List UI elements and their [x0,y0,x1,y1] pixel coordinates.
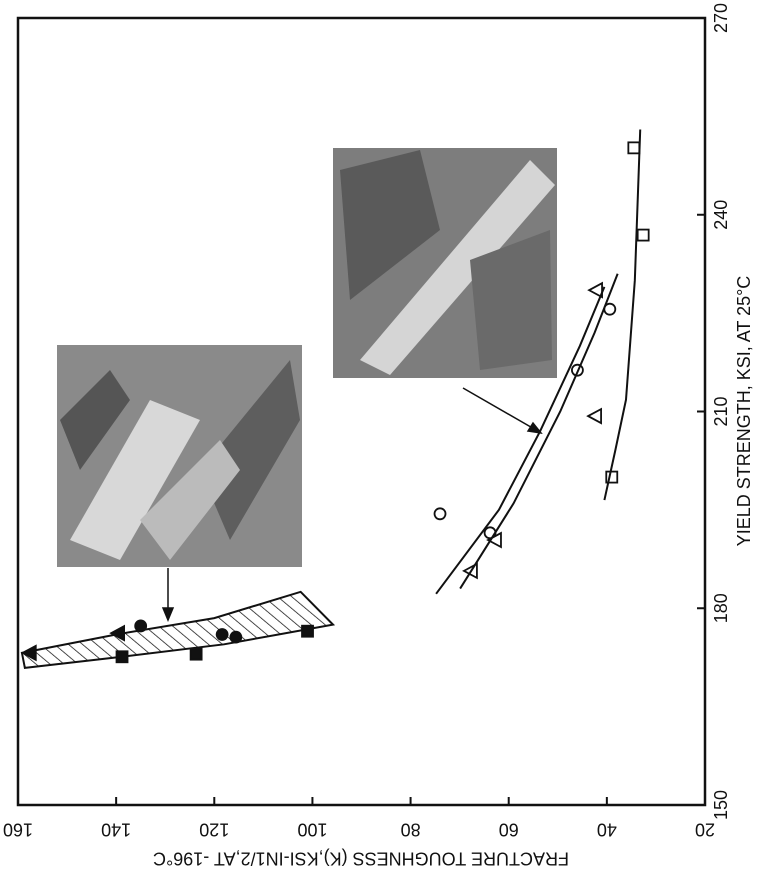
square-marker [628,142,639,153]
triangle-marker [588,409,601,423]
page: YIELD STRENGTH, KSI, AT 25°C FRACTURE TO… [0,0,760,877]
band [22,592,333,668]
micrograph [57,345,302,567]
y-tick-label: 60 [499,819,519,839]
y-tick-label: 20 [695,819,715,839]
y-tick-label: 100 [297,819,327,839]
y-tick-label: 40 [597,819,617,839]
square-marker [302,626,313,637]
micrograph [333,148,557,378]
square-marker [638,230,649,241]
chart: YIELD STRENGTH, KSI, AT 25°C FRACTURE TO… [0,0,760,872]
circle-marker [135,620,146,631]
x-tick-label: 180 [711,593,731,623]
x-tick-label: 270 [711,3,731,33]
x-tick-label: 150 [711,790,731,820]
square-marker [191,649,202,660]
circle-marker [435,508,446,519]
x-tick-label: 240 [711,200,731,230]
circle-marker [217,629,228,640]
y-tick-label: 160 [3,819,33,839]
y-tick-label: 140 [101,819,131,839]
x-axis-title: YIELD STRENGTH, KSI, AT 25°C [734,276,754,547]
square-marker [117,651,128,662]
x-tick-label: 210 [711,396,731,426]
y-axis-title: FRACTURE TOUGHNESS (K),KSI-IN1/2,AT -196… [153,848,569,868]
y-tick-label: 120 [199,819,229,839]
circle-marker [230,632,241,643]
y-tick-label: 80 [401,819,421,839]
